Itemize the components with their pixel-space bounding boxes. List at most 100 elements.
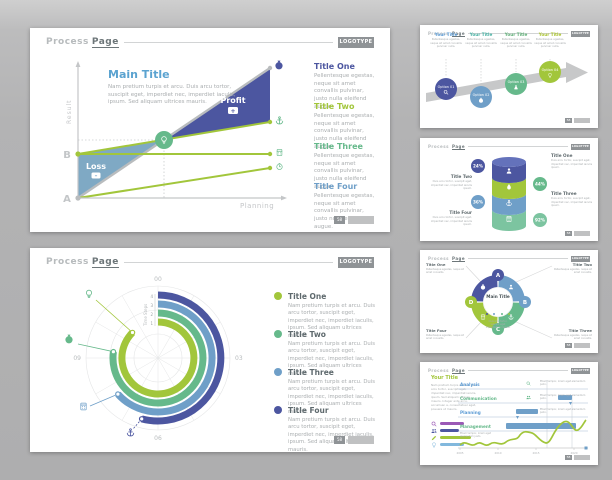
percent-value: 24% [473, 164, 484, 169]
idea-marker [155, 131, 173, 149]
clock-label-00: 00 [154, 276, 162, 283]
scale-tick: 1 [150, 321, 153, 326]
money-bag-icon [65, 334, 73, 344]
corner-item-three: Title Three Pellentesque egestas, neque … [552, 328, 592, 341]
timeline-chart: Option 01 Option 02 Option 03 Option 04 [426, 59, 588, 108]
main-title: Main Title [108, 68, 170, 81]
year-label: 2015 [532, 451, 539, 455]
center-text: Duis arcu tortor, suscipit eget imperdie… [485, 320, 511, 330]
item-text: Pellentesque egestas, neque sit amet con… [314, 73, 375, 110]
logotype-badge: LOGOTYPE [571, 255, 590, 262]
legend-label: Title Two [288, 330, 326, 339]
intro-text: Nam pretium turpis et arcu. Duis arcu to… [431, 383, 477, 412]
slide-process-line-chart[interactable]: Process Page LOGOTYPE B A Result Plannin… [30, 28, 390, 232]
row-text: Etiam tempor, lorem eget elementum justo… [540, 394, 586, 401]
slide-header: Process Page LOGOTYPE [46, 36, 374, 48]
timeline-col-3: Your Title Pellentesque egestas, neque s… [500, 32, 532, 49]
legend-text: Nam pretium turpis et arcu. Duis arcu to… [288, 417, 376, 453]
intro-block: Your Title Nam pretium turpis et arcu. D… [431, 375, 477, 411]
percent-value: 92% [535, 218, 546, 223]
item-label: Title Three [314, 142, 363, 151]
item-label: Title Two [450, 174, 472, 179]
center-content: Main Title Duis arcu tortor, suscipit eg… [478, 294, 518, 330]
col-text: Pellentesque egestas, neque sit amet con… [465, 38, 497, 49]
legend-item-one: Title One Nam pretium turpis et arcu. Du… [274, 292, 380, 340]
row-label-planning: Planning [460, 410, 481, 415]
clock-label-03: 03 [235, 355, 243, 362]
col-text: Pellentesque egestas, neque sit amet con… [500, 38, 532, 49]
slide-header: Process Page LOGOTYPE [428, 367, 590, 374]
gantt-bar-planning [516, 409, 538, 414]
row-label-analysis: Analysis [460, 382, 480, 387]
slide-footer: 58 [565, 117, 590, 123]
header-rule [468, 146, 568, 147]
col-text: Pellentesque egestas, neque sit amet con… [430, 38, 462, 49]
cyl-item-three: Title Three Duis arcu tortor, suscipit e… [551, 191, 593, 208]
legend-row-analysis [431, 420, 471, 427]
corner-label: Title Four [426, 328, 447, 333]
slide-header: Process Page LOGOTYPE [46, 256, 374, 268]
legend-dot [274, 330, 282, 338]
your-title: Your Title [431, 375, 458, 381]
gantt-bar-management [506, 423, 576, 429]
item-label: Title Four [314, 182, 358, 191]
slide-footer: 58 [334, 436, 374, 444]
letter-c: C [496, 327, 500, 333]
legend-bar [440, 429, 459, 432]
legend-bar [440, 443, 464, 446]
header-title-bold: Page [91, 36, 119, 48]
slide-footer: 58 [565, 342, 590, 348]
clock-icon [276, 162, 283, 170]
arc-title-one [118, 318, 198, 398]
legend-row-communication [431, 427, 471, 434]
legend-bar [440, 422, 464, 425]
slide-radial-chart[interactable]: Process Page LOGOTYPE [30, 248, 390, 454]
cylinder-top [492, 157, 526, 167]
timeline-col-1: Your Title Pellentesque egestas, neque s… [430, 32, 462, 49]
legend-label: Title Three [288, 368, 334, 377]
col-text: Pellentesque egestas, neque sit amet con… [534, 38, 566, 49]
footer-badge: 58 [334, 436, 345, 444]
legend-item-three: Title Three Nam pretium turpis et arcu. … [274, 368, 380, 416]
header-title-bold: Page [452, 255, 466, 262]
corner-item-four: Title Four Pellentesque egestas, neque s… [426, 328, 466, 341]
letter-b-circle [519, 296, 531, 308]
arc-title-three [115, 300, 216, 416]
y-axis-label: Result [66, 99, 73, 124]
plus-sign: + [230, 108, 235, 115]
header-title-light: Process [46, 257, 89, 267]
slide-timeline-options[interactable]: Process Page LOGOTYPE Option 01 Option 0… [420, 25, 598, 128]
legend-item-four: Title Four Nam pretium turpis et arcu. D… [274, 406, 380, 454]
anchor-icon [275, 116, 284, 125]
calculator-icon [80, 402, 87, 411]
item-text: Duis arcu tortor, suscipit eget, imperdi… [551, 159, 593, 170]
title-one-item: Title One Pellentesque egestas, neque si… [314, 62, 376, 111]
slide-circle-diagram[interactable]: Process Page LOGOTYPE A B C D Main Title [420, 250, 598, 353]
cyl-item-two: Title Two Duis arcu tortor, suscipit ege… [428, 174, 472, 191]
header-rule [468, 370, 568, 371]
profit-loss-chart: B A Result Planning Profit + Loss – [63, 60, 287, 210]
legend-label: Title One [288, 292, 327, 301]
header-title-light: Process [428, 31, 449, 36]
header-title-light: Process [428, 256, 449, 261]
footer-badge: 58 [565, 117, 572, 123]
percent-circle-4 [533, 213, 547, 227]
corner-text: Pellentesque egestas, neque sit amet con… [553, 268, 592, 275]
magnifier-icon [526, 381, 531, 386]
header-title-light: Process [428, 144, 449, 149]
anchor-icon [126, 428, 135, 437]
slide-gantt-trend[interactable]: Process Page LOGOTYPE Your Title Nam pre… [420, 362, 598, 465]
header-title-bold: Page [452, 30, 466, 37]
title-three-item: Title Three Pellentesque egestas, neque … [314, 142, 376, 191]
slide-header: Process Page LOGOTYPE [428, 255, 590, 262]
year-label: 2005 [456, 451, 463, 455]
quadrant-d [471, 302, 498, 329]
footer-bar [574, 230, 590, 236]
logotype-badge: LOGOTYPE [571, 367, 590, 374]
item-text: Pellentesque egestas, neque sit amet con… [314, 113, 375, 150]
option-3-circle [505, 73, 527, 95]
slide-cylinder-percentages[interactable]: Process Page LOGOTYPE 24% 44% 36% 92% Ti… [420, 138, 598, 241]
option-label: Option 04 [542, 68, 559, 72]
gantt-bar-communication [558, 395, 572, 400]
letter-b: B [523, 300, 527, 306]
